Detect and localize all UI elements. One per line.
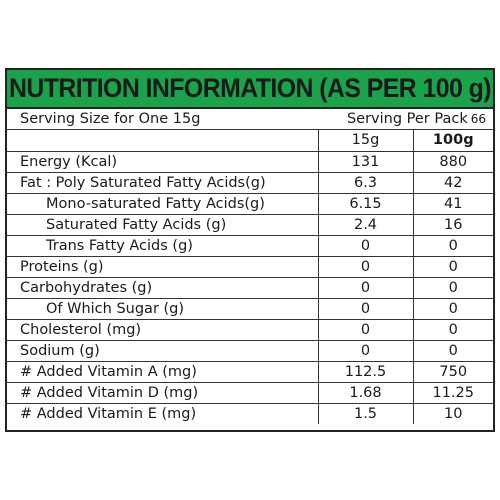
nutrient-label: Sodium (g) — [7, 340, 319, 362]
value-100g: 0 — [413, 319, 493, 341]
serving-info-row: Serving Size for One 15g Serving Per Pac… — [7, 109, 493, 130]
serving-per-pack-label: Serving Per Pack — [346, 111, 468, 127]
nutrient-label: # Added Vitamin E (mg) — [7, 403, 319, 424]
table-row: Carbohydrates (g) 0 0 — [7, 277, 493, 299]
value-100g: 42 — [413, 172, 493, 194]
nutrient-label: # Added Vitamin D (mg) — [7, 382, 319, 404]
value-100g: 16 — [413, 214, 493, 236]
serving-size-label: Serving Size for One 15g — [20, 111, 201, 127]
nutrition-header: NUTRITION INFORMATION (AS PER 100 g) — [7, 70, 493, 109]
value-100g: 880 — [413, 151, 493, 173]
nutrient-label: Mono-saturated Fatty Acids(g) — [7, 193, 319, 215]
value-100g: 0 — [413, 235, 493, 257]
value-15g: 6.15 — [318, 193, 414, 215]
value-100g: 0 — [413, 277, 493, 299]
table-row: Saturated Fatty Acids (g) 2.4 16 — [7, 214, 493, 236]
value-100g: 10 — [444, 405, 463, 422]
value-15g: 0 — [318, 340, 414, 362]
table-row: # Added Vitamin E (mg) 1.5 10 — [7, 403, 493, 424]
nutrient-label: Cholesterol (mg) — [7, 319, 319, 341]
value-15g: 0 — [318, 298, 414, 320]
serving-per-pack-value: 66 — [470, 112, 486, 126]
nutrient-label: Proteins (g) — [7, 256, 319, 278]
header-label-cell — [7, 130, 319, 152]
value-100g: 0 — [413, 256, 493, 278]
table-row: Fat : Poly Saturated Fatty Acids(g) 6.3 … — [7, 172, 493, 194]
value-15g: 0 — [318, 319, 414, 341]
value-15g: 2.4 — [318, 214, 414, 236]
serving-per-pack: Serving Per Pack 66 — [347, 111, 486, 127]
table-row: # Added Vitamin A (mg) 112.5 750 — [7, 361, 493, 383]
table-row: Sodium (g) 0 0 — [7, 340, 493, 362]
value-100g: 750 — [413, 361, 493, 383]
value-100g: 0 — [413, 340, 493, 362]
value-15g: 1.5 — [318, 403, 414, 424]
value-15g: 131 — [318, 151, 414, 173]
nutrient-label: Energy (Kcal) — [7, 151, 319, 173]
value-100g: 0 — [413, 298, 493, 320]
table-row: Of Which Sugar (g) 0 0 — [7, 298, 493, 320]
header-15g: 15g — [318, 130, 414, 152]
nutrition-panel: NUTRITION INFORMATION (AS PER 100 g) Ser… — [5, 68, 495, 432]
table-row: Trans Fatty Acids (g) 0 0 — [7, 235, 493, 257]
table-row: # Added Vitamin D (mg) 1.68 11.25 — [7, 382, 493, 404]
table-row: Proteins (g) 0 0 — [7, 256, 493, 278]
nutrient-label: Saturated Fatty Acids (g) — [7, 214, 319, 236]
value-15g: 0 — [318, 235, 414, 257]
nutrient-label: Carbohydrates (g) — [7, 277, 319, 299]
table-row: Mono-saturated Fatty Acids(g) 6.15 41 — [7, 193, 493, 215]
value-15g: 0 — [318, 277, 414, 299]
header-100g: 100g — [413, 130, 493, 152]
nutrition-table: 15g 100g Energy (Kcal) 131 880 Fat : Pol… — [7, 130, 493, 424]
nutrient-label: Fat : Poly Saturated Fatty Acids(g) — [7, 172, 319, 194]
value-15g: 6.3 — [318, 172, 414, 194]
table-header-row: 15g 100g — [7, 130, 493, 152]
nutrient-label: # Added Vitamin A (mg) — [7, 361, 319, 383]
value-100g: 41 — [413, 193, 493, 215]
nutrient-label: Trans Fatty Acids (g) — [7, 235, 319, 257]
table-row: Cholesterol (mg) 0 0 — [7, 319, 493, 341]
table-row: Energy (Kcal) 131 880 — [7, 151, 493, 173]
nutrient-label: Of Which Sugar (g) — [7, 298, 319, 320]
value-15g: 112.5 — [318, 361, 414, 383]
value-100g: 11.25 — [413, 382, 493, 404]
value-15g: 1.68 — [318, 382, 414, 404]
value-15g: 0 — [318, 256, 414, 278]
nutrition-title: NUTRITION INFORMATION (AS PER 100 g) — [9, 73, 492, 103]
